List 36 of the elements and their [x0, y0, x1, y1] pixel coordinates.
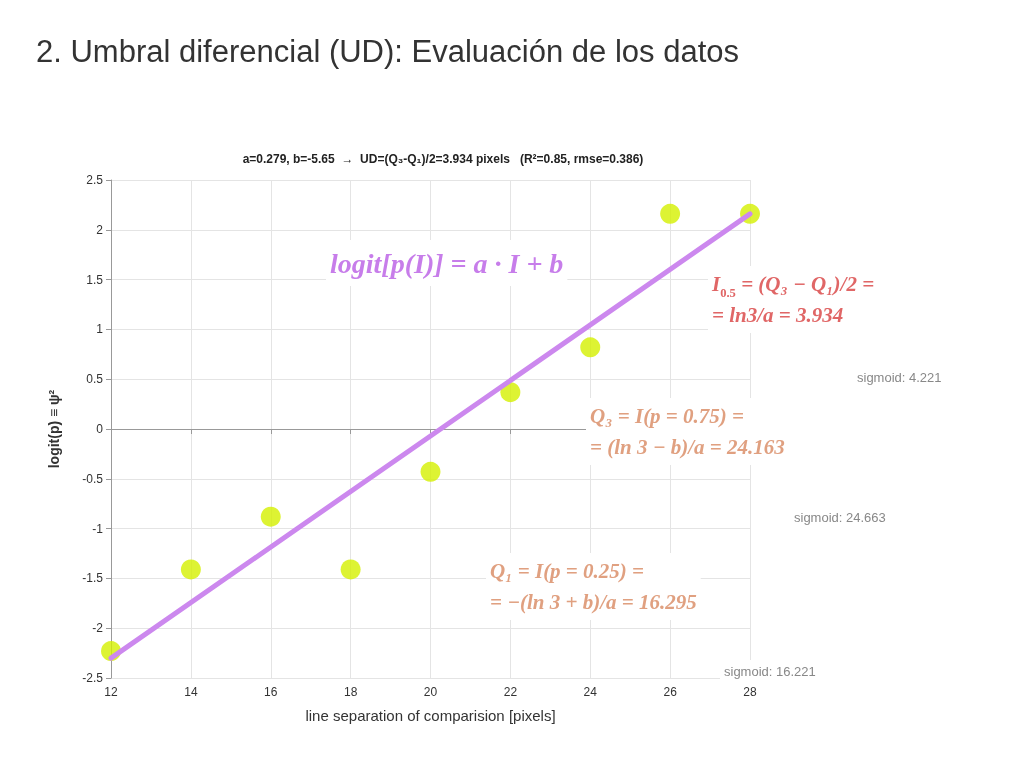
point [660, 203, 681, 224]
x-tick-label: 20 [423, 685, 438, 699]
y-tick-label: 1 [96, 322, 104, 337]
y-tick-label: 2 [96, 222, 104, 237]
y-tick-label: -0.5 [82, 471, 104, 486]
annotation: Q₁ = I(p = 0.25) = = −(ln 3 + b)/a = 16.295 [490, 558, 697, 615]
y-axis-title: logit(p) ≡ ψ² [46, 389, 62, 469]
point [420, 461, 441, 482]
x-tick-label: 12 [104, 685, 118, 699]
point [260, 506, 281, 527]
text: sigmoid: 24.663 [794, 510, 886, 526]
x-tick-label: 26 [663, 685, 678, 699]
point [340, 559, 361, 580]
x-tick-label: 22 [503, 685, 518, 699]
x-tick-label: 28 [743, 685, 757, 699]
y-tick-label: 1.5 [86, 272, 104, 287]
y-tick-label: 0.5 [86, 372, 104, 387]
x-axis-title: line separation of comparision [pixels] [305, 707, 556, 724]
y-tick-label: -2 [92, 621, 104, 636]
y-tick-label: -1.5 [82, 571, 104, 586]
chart-subtitle: a=0.279, b=-5.65 → UD=(Q₃-Q₁)/2=3.934 pixels (R²=0.85, rmse=0.386) [242, 152, 644, 166]
annotation: Q₃ = I(p = 0.75) = = (ln 3 − b)/a = 24.163 [590, 403, 785, 460]
x-tick-label: 18 [343, 685, 358, 699]
chart-title: 2. Umbral diferencial (UD): Evaluación de los datos [36, 34, 739, 69]
y-tick-label: -1 [92, 521, 104, 536]
x-tick-label: 24 [583, 685, 598, 699]
y-tick-label: 2.5 [86, 173, 104, 187]
point [580, 337, 601, 358]
point [180, 559, 201, 580]
annotation: sigmoid: 16.221 [724, 664, 816, 680]
y-tick-label: -2.5 [82, 671, 104, 685]
x-tick-label: 16 [264, 685, 278, 699]
x-tick-label: 14 [184, 685, 198, 699]
annotation: logit[p(I)] = a · I + b [330, 247, 564, 279]
text: sigmoid: 4.221 [857, 370, 942, 386]
y-tick-label: 0 [96, 422, 104, 436]
